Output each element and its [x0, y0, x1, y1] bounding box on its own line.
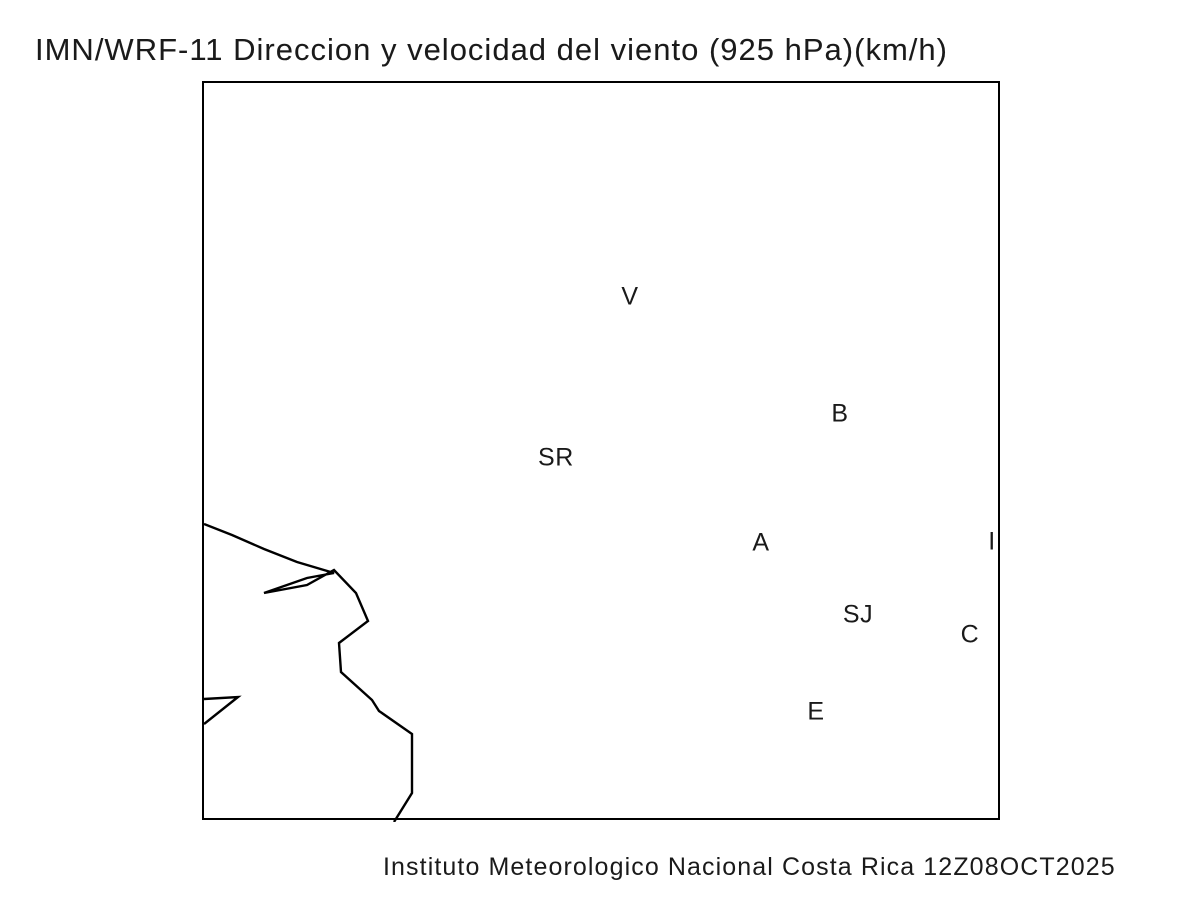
station-label-sr: SR — [538, 443, 574, 472]
station-label-e: E — [807, 697, 825, 726]
station-label-b: B — [831, 399, 849, 428]
coastline-layer — [204, 522, 414, 822]
station-label-sj: SJ — [842, 600, 874, 629]
station-label-i: I — [988, 527, 996, 556]
coastline-paths — [204, 522, 414, 822]
map-plot-area: V B SR A I SJ C E — [202, 81, 1000, 822]
page-title: IMN/WRF-11 Direccion y velocidad del vie… — [35, 32, 948, 67]
station-label-c: C — [960, 620, 980, 649]
footer-attribution: Instituto Meteorologico Nacional Costa R… — [383, 853, 1116, 881]
station-label-a: A — [752, 528, 770, 557]
station-label-v: V — [621, 282, 639, 311]
coastline-inlet-spit — [204, 695, 242, 725]
coastline-main-coast — [204, 522, 414, 822]
